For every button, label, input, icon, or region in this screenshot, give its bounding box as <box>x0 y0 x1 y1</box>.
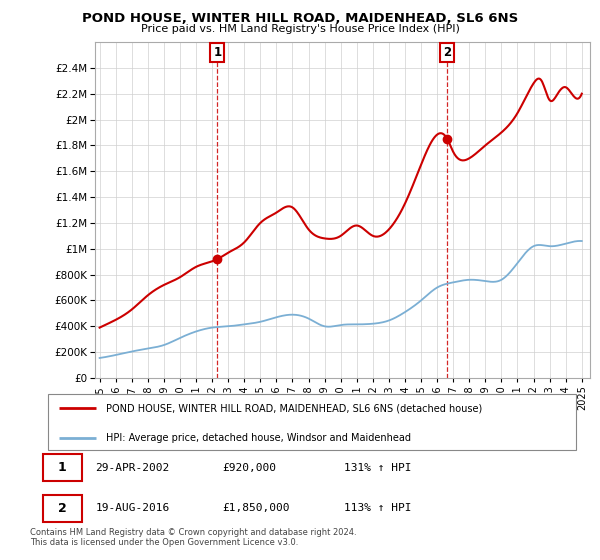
Text: 19-AUG-2016: 19-AUG-2016 <box>95 503 170 513</box>
Text: 1: 1 <box>214 46 221 59</box>
Text: Price paid vs. HM Land Registry's House Price Index (HPI): Price paid vs. HM Land Registry's House … <box>140 24 460 34</box>
Text: Contains HM Land Registry data © Crown copyright and database right 2024.
This d: Contains HM Land Registry data © Crown c… <box>30 528 356 547</box>
Text: 131% ↑ HPI: 131% ↑ HPI <box>344 463 411 473</box>
Text: 29-APR-2002: 29-APR-2002 <box>95 463 170 473</box>
Text: POND HOUSE, WINTER HILL ROAD, MAIDENHEAD, SL6 6NS: POND HOUSE, WINTER HILL ROAD, MAIDENHEAD… <box>82 12 518 25</box>
Text: 2: 2 <box>443 46 451 59</box>
Text: 1: 1 <box>58 461 67 474</box>
Text: 113% ↑ HPI: 113% ↑ HPI <box>344 503 411 513</box>
FancyBboxPatch shape <box>43 495 82 521</box>
Text: £920,000: £920,000 <box>222 463 276 473</box>
Text: POND HOUSE, WINTER HILL ROAD, MAIDENHEAD, SL6 6NS (detached house): POND HOUSE, WINTER HILL ROAD, MAIDENHEAD… <box>106 403 482 413</box>
Text: HPI: Average price, detached house, Windsor and Maidenhead: HPI: Average price, detached house, Wind… <box>106 433 411 443</box>
FancyBboxPatch shape <box>43 454 82 481</box>
Text: 2: 2 <box>58 502 67 515</box>
FancyBboxPatch shape <box>48 394 576 450</box>
Text: £1,850,000: £1,850,000 <box>222 503 290 513</box>
